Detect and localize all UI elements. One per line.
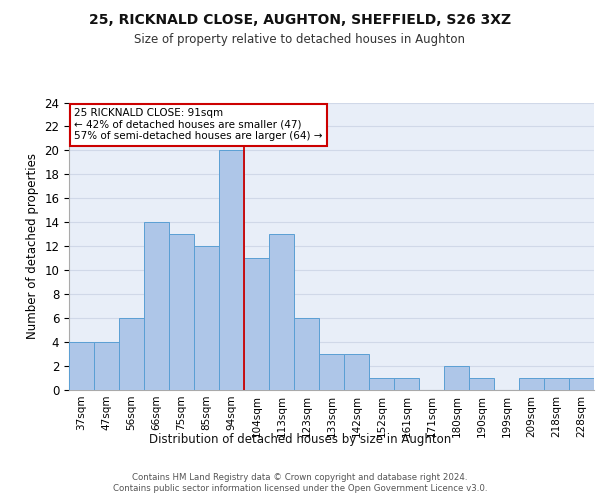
Y-axis label: Number of detached properties: Number of detached properties [26, 153, 39, 340]
Bar [169, 234, 194, 390]
Bar [319, 354, 344, 390]
Bar [544, 378, 569, 390]
Bar [394, 378, 419, 390]
Bar [119, 318, 144, 390]
Bar [519, 378, 544, 390]
Bar [569, 378, 594, 390]
Text: Distribution of detached houses by size in Aughton: Distribution of detached houses by size … [149, 432, 451, 446]
Bar [194, 246, 219, 390]
Bar [244, 258, 269, 390]
Bar [294, 318, 319, 390]
Bar [344, 354, 369, 390]
Bar [144, 222, 169, 390]
Text: Contains HM Land Registry data © Crown copyright and database right 2024.: Contains HM Land Registry data © Crown c… [132, 472, 468, 482]
Text: 25, RICKNALD CLOSE, AUGHTON, SHEFFIELD, S26 3XZ: 25, RICKNALD CLOSE, AUGHTON, SHEFFIELD, … [89, 12, 511, 26]
Bar [444, 366, 469, 390]
Text: Contains public sector information licensed under the Open Government Licence v3: Contains public sector information licen… [113, 484, 487, 493]
Bar [219, 150, 244, 390]
Bar [469, 378, 494, 390]
Bar [69, 342, 94, 390]
Text: 25 RICKNALD CLOSE: 91sqm
← 42% of detached houses are smaller (47)
57% of semi-d: 25 RICKNALD CLOSE: 91sqm ← 42% of detach… [74, 108, 323, 142]
Text: Size of property relative to detached houses in Aughton: Size of property relative to detached ho… [134, 32, 466, 46]
Bar [94, 342, 119, 390]
Bar [269, 234, 294, 390]
Bar [369, 378, 394, 390]
